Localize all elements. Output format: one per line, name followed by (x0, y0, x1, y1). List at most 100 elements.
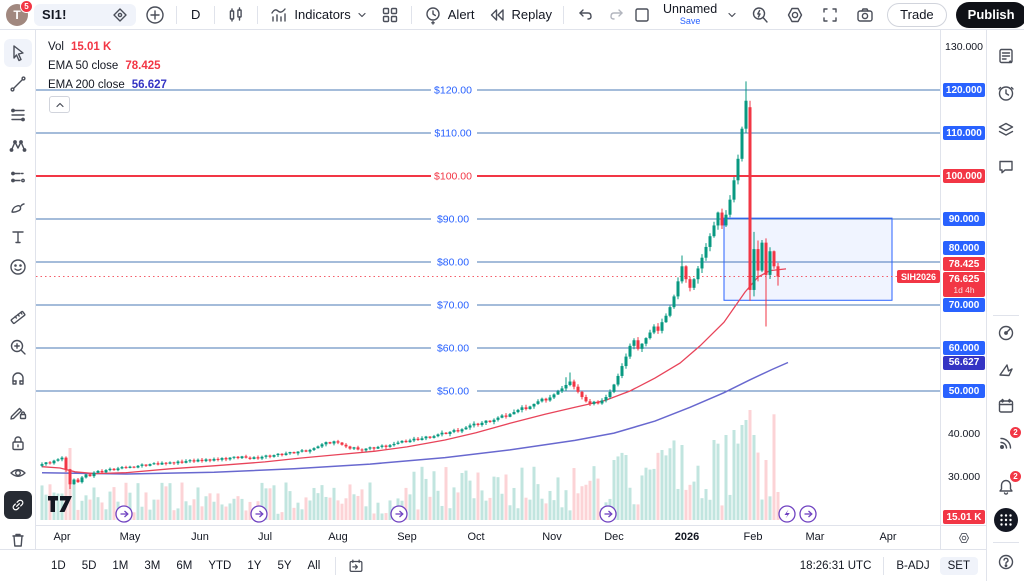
watchlist-button[interactable] (994, 44, 1018, 68)
range-button-all[interactable]: All (307, 559, 321, 572)
object-tree-button[interactable] (994, 118, 1018, 142)
candle-body (284, 453, 288, 456)
layout-name-box[interactable]: Unnamed Save (663, 3, 717, 26)
tool-drawing-mode[interactable] (4, 398, 32, 426)
range-button-5y[interactable]: 5Y (277, 559, 292, 572)
compare-add-button[interactable] (142, 3, 168, 27)
help-button[interactable] (994, 550, 1018, 574)
adjust-toggle[interactable]: B-ADJ (896, 559, 930, 572)
apps-menu-button[interactable] (994, 508, 1018, 532)
watchlist-icon (999, 48, 1013, 64)
tool-measure[interactable] (4, 301, 32, 329)
candle-body (332, 441, 336, 444)
tool-brush[interactable] (4, 193, 32, 221)
redo-button[interactable] (604, 3, 630, 27)
replay-button[interactable]: Replay (484, 3, 555, 27)
tool-prediction[interactable] (4, 163, 32, 191)
price-axis[interactable]: 130.000 40.000 30.000 120.000 110.000 100.000… (940, 30, 986, 525)
volume-bar (184, 501, 188, 520)
volume-axis-badge: 15.01 K (943, 510, 985, 524)
tool-zoom-in[interactable] (4, 333, 32, 361)
volume-bar (260, 482, 264, 520)
streams-button[interactable]: 2 (994, 426, 1022, 455)
range-button-6m[interactable]: 6M (176, 559, 193, 572)
range-button-3m[interactable]: 3M (144, 559, 161, 572)
candle-body (188, 460, 192, 462)
alarm-clock-icon (998, 86, 1014, 101)
volume-bar (132, 512, 136, 520)
ema50-legend-row[interactable]: EMA 50 close 78.425 (48, 57, 167, 76)
candle-body (276, 453, 280, 456)
alerts-panel-button[interactable] (994, 81, 1018, 105)
range-button-1d[interactable]: 1D (51, 559, 66, 572)
ideas-button[interactable] (994, 321, 1018, 345)
undo-button[interactable] (572, 3, 598, 27)
chart-pane[interactable]: $120.00 $110.00 $100.00 $90.00 $80.00 $70.00 $… (36, 30, 940, 525)
tool-emoji[interactable] (4, 253, 32, 281)
volume-bar (708, 499, 712, 520)
save-link[interactable]: Save (679, 15, 701, 26)
clock[interactable]: 18:26:31 UTC (799, 559, 872, 572)
candle-body (520, 407, 524, 410)
range-button-ytd[interactable]: YTD (208, 559, 232, 572)
volume-legend-row[interactable]: Vol 15.01 K (48, 38, 167, 57)
candle-body (560, 388, 564, 392)
range-button-1y[interactable]: 1Y (247, 559, 262, 572)
time-axis-label: Sep (397, 531, 417, 543)
volume-bar (200, 506, 204, 520)
range-button-1m[interactable]: 1M (112, 559, 129, 572)
price-chart[interactable]: $120.00 $110.00 $100.00 $90.00 $80.00 $70.00 $… (36, 30, 940, 525)
indicators-button[interactable]: Indicators (266, 3, 370, 27)
tool-text[interactable] (4, 223, 32, 251)
candle-body (176, 461, 180, 464)
volume-bar (248, 501, 252, 520)
volume-bar (180, 482, 184, 520)
tool-lock-all[interactable] (4, 429, 32, 457)
interval-button[interactable]: D (191, 7, 201, 22)
save-layout-button[interactable] (630, 4, 654, 26)
layout-grid-button[interactable] (377, 3, 403, 27)
user-avatar[interactable]: T 5 (6, 0, 33, 26)
candle-body (376, 446, 380, 449)
quick-search-button[interactable] (747, 3, 773, 27)
tool-trend-line[interactable] (4, 70, 32, 98)
alert-button[interactable]: Alert (420, 3, 478, 27)
volume-bar (280, 512, 284, 520)
screenshot-button[interactable] (852, 3, 878, 27)
trade-button[interactable]: Trade (887, 2, 947, 27)
legend-collapse-button[interactable] (49, 96, 70, 113)
chart-style-button[interactable] (223, 3, 249, 27)
candle-body (168, 462, 172, 464)
tool-fib-retracement[interactable] (4, 101, 32, 129)
tool-sync-drawings[interactable] (4, 491, 32, 519)
go-to-date-button[interactable] (344, 555, 368, 577)
axis-settings-corner[interactable] (940, 525, 986, 549)
volume-bar (316, 493, 320, 520)
chat-button[interactable] (994, 155, 1018, 179)
volume-bar (104, 509, 108, 520)
calendar-button[interactable] (994, 394, 1018, 418)
candle-body (316, 446, 320, 449)
tool-cursor[interactable] (4, 39, 32, 67)
volume-bar (232, 498, 236, 520)
tool-hide-drawings[interactable] (4, 459, 32, 487)
settings-button[interactable] (782, 3, 808, 27)
tool-remove-drawings[interactable] (4, 526, 32, 554)
fullscreen-button[interactable] (817, 3, 843, 27)
settlement-toggle[interactable]: SET (939, 556, 978, 575)
top-movers-button[interactable] (994, 358, 1018, 382)
time-axis[interactable]: Apr May Jun Jul Aug Sep Oct Nov Dec 2026 Feb Mar Apr (36, 525, 940, 549)
volume-bar (312, 487, 316, 520)
contract-label-badge[interactable]: SIH2026 (897, 270, 941, 283)
current-price-badge[interactable]: 76.625 1d 4h (943, 272, 985, 297)
tool-magnet[interactable] (4, 366, 32, 394)
range-button-5d[interactable]: 5D (81, 559, 97, 572)
undo-icon (579, 8, 592, 20)
symbol-search-box[interactable]: SI1! (34, 3, 136, 26)
ema200-legend-row[interactable]: EMA 200 close 56.627 (48, 76, 167, 95)
volume-bar (692, 481, 696, 520)
chevron-down-icon[interactable] (726, 9, 738, 21)
tool-xabcd-pattern[interactable] (4, 132, 32, 160)
publish-button[interactable]: Publish (955, 1, 1024, 28)
notifications-button[interactable]: 2 (994, 470, 1022, 499)
